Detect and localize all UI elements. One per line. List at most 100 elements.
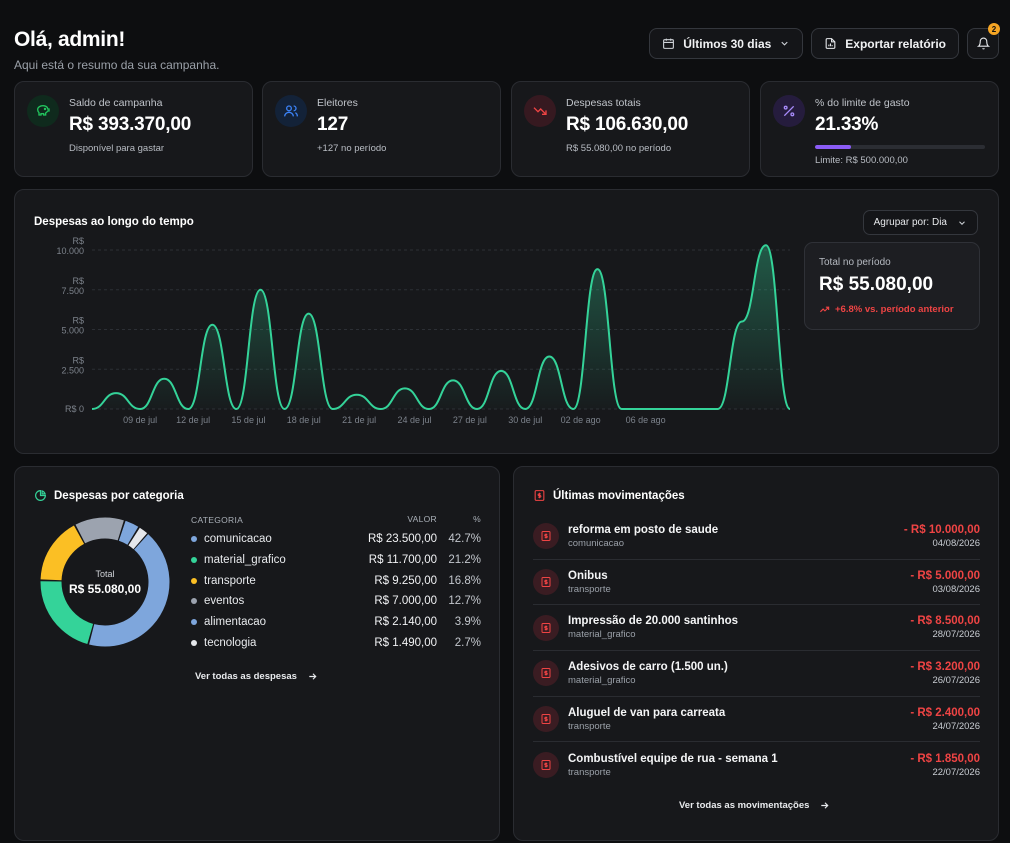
movement-description: reforma em posto de saude	[568, 523, 719, 536]
movement-description: Impressão de 20.000 santinhos	[568, 615, 739, 628]
receipt-icon	[533, 706, 559, 733]
legend-dot	[191, 577, 197, 584]
stat-value: R$ 393.370,00	[69, 114, 192, 135]
top-actions: Últimos 30 dias Exportar relatório 2	[649, 23, 1000, 59]
stat-label: Eleitores	[317, 97, 358, 109]
arrow-right-icon	[309, 673, 317, 680]
list-item[interactable]: reforma em posto de saude comunicacao - R…	[533, 514, 980, 560]
category-value: R$ 2.140,00	[374, 616, 437, 629]
legend-dot	[191, 557, 197, 564]
x-tick-label: 02 de ago	[561, 415, 601, 425]
users-icon	[275, 95, 307, 127]
category-name: comunicacao	[204, 533, 272, 546]
list-item[interactable]: Aluguel de van para carreata transporte -…	[533, 697, 980, 743]
latest-movements-card: Últimas movimentações reforma em posto d…	[513, 466, 999, 841]
list-item[interactable]: Adesivos de carro (1.500 un.) material_gr…	[533, 651, 980, 697]
category-value: R$ 1.490,00	[374, 636, 437, 649]
category-pct: 12.7%	[448, 595, 481, 608]
bell-icon	[976, 37, 990, 50]
movement-date: 26/07/2026	[932, 674, 980, 686]
category-value: R$ 11.700,00	[368, 554, 437, 567]
stat-label: % do limite de gasto	[815, 97, 910, 109]
table-header: CATEGORIA VALOR %	[191, 514, 481, 526]
receipt-icon	[533, 660, 559, 687]
stat-card-voters: Eleitores 127 +127 no período	[262, 81, 501, 177]
movement-amount: - R$ 8.500,00	[910, 615, 980, 628]
stat-card-expenses: Despesas totais R$ 106.630,00 R$ 55.080,…	[511, 81, 750, 177]
chevron-down-icon	[959, 220, 965, 225]
file-chart-icon	[825, 38, 836, 49]
column-header-pct: %	[473, 514, 481, 524]
category-table: CATEGORIA VALOR % comunicacao R$ 23.500,…	[191, 514, 481, 653]
notification-badge: 2	[988, 23, 1000, 35]
legend-dot	[191, 639, 197, 646]
piggy-bank-icon	[27, 95, 59, 127]
movement-description: Aluguel de van para carreata	[568, 706, 726, 719]
movement-category: comunicacao	[568, 537, 624, 549]
expenses-over-time-card: Despesas ao longo do tempo Agrupar por: …	[14, 189, 999, 454]
spending-limit-progress-bar	[815, 145, 985, 149]
arrow-right-icon	[821, 802, 829, 809]
export-label: Exportar relatório	[845, 36, 946, 51]
donut-center: Total R$ 55.080,00	[40, 517, 170, 647]
movement-category: transporte	[568, 583, 611, 595]
movement-date: 04/08/2026	[932, 537, 980, 549]
notifications-button[interactable]: 2	[967, 23, 1000, 59]
expenses-area-chart: R$ 0 R$ 2.500 R$ 5.000 R$ 7.500 R$ 10.000 09 de j…	[56, 236, 791, 425]
stat-label: Despesas totais	[566, 97, 641, 109]
category-pct: 16.8%	[448, 574, 481, 587]
movement-category: transporte	[568, 720, 611, 732]
x-tick-label: 27 de jul	[453, 415, 487, 425]
total-delta: +6.8% vs. período anterior	[819, 304, 965, 315]
stat-label: Saldo de campanha	[69, 97, 163, 109]
stat-card-spending-limit: % do limite de gasto 21.33% Limite: R$ 5…	[760, 81, 999, 177]
period-label: Últimos 30 dias	[683, 36, 772, 51]
legend-dot	[191, 619, 197, 626]
y-tick-label: R$ 2.500	[61, 355, 84, 375]
y-tick-label: R$ 0	[65, 404, 84, 414]
card-title: Despesas por categoria	[54, 489, 184, 502]
movement-date: 03/08/2026	[932, 583, 980, 595]
page-title: Olá, admin!	[14, 28, 126, 51]
movement-amount: - R$ 2.400,00	[910, 706, 980, 719]
stat-value: R$ 106.630,00	[566, 114, 689, 135]
table-row: tecnologia R$ 1.490,00 2.7%	[191, 632, 481, 653]
list-item[interactable]: Onibus transporte - R$ 5.000,00 03/08/2026	[533, 560, 980, 606]
movement-description: Onibus	[568, 569, 608, 582]
list-item[interactable]: Impressão de 20.000 santinhos material_gr…	[533, 605, 980, 652]
receipt-icon	[533, 569, 559, 596]
list-item[interactable]: Combustível equipe de rua - semana 1 tran…	[533, 742, 980, 788]
movement-category: material_grafico	[568, 629, 636, 641]
stat-sub: Limite: R$ 500.000,00	[815, 155, 908, 166]
category-pct: 2.7%	[454, 636, 481, 649]
view-all-expenses-link[interactable]: Ver todas as despesas	[195, 671, 318, 682]
export-report-button[interactable]: Exportar relatório	[811, 28, 959, 59]
page-header: Olá, admin! Aqui está o resumo da sua ca…	[14, 28, 219, 72]
y-tick-label: R$ 7.500	[61, 276, 84, 296]
receipt-icon	[533, 614, 559, 641]
donut-total-label: Total	[95, 568, 115, 579]
group-by-select[interactable]: Agrupar por: Dia	[862, 210, 978, 235]
link-label: Ver todas as movimentações	[679, 800, 810, 811]
card-title: Últimas movimentações	[553, 489, 685, 502]
legend-dot	[191, 598, 197, 605]
period-select-button[interactable]: Últimos 30 dias	[649, 28, 804, 59]
group-by-label: Agrupar por: Dia	[873, 217, 947, 228]
table-row: comunicacao R$ 23.500,00 42.7%	[191, 529, 481, 550]
column-header-value: VALOR	[407, 514, 437, 524]
y-tick-label: R$ 10.000	[56, 236, 84, 256]
column-header-category: CATEGORIA	[191, 515, 244, 525]
x-tick-label: 15 de jul	[231, 415, 265, 425]
table-row: material_grafico R$ 11.700,00 21.2%	[191, 550, 481, 571]
percent-icon	[773, 95, 805, 127]
donut-slice-transporte	[40, 517, 170, 647]
table-row: eventos R$ 7.000,00 12.7%	[191, 591, 481, 612]
link-label: Ver todas as despesas	[195, 671, 297, 682]
stat-card-balance: Saldo de campanha R$ 393.370,00 Disponív…	[14, 81, 253, 177]
view-all-movements-link[interactable]: Ver todas as movimentações	[679, 800, 830, 811]
trending-down-icon	[524, 95, 556, 127]
expenses-by-category-card: Despesas por categoria Total R$ 55.080,0…	[14, 466, 500, 841]
table-row: alimentacao R$ 2.140,00 3.9%	[191, 612, 481, 633]
stat-sub: R$ 55.080,00 no período	[566, 143, 672, 154]
trending-up-icon	[819, 306, 830, 313]
